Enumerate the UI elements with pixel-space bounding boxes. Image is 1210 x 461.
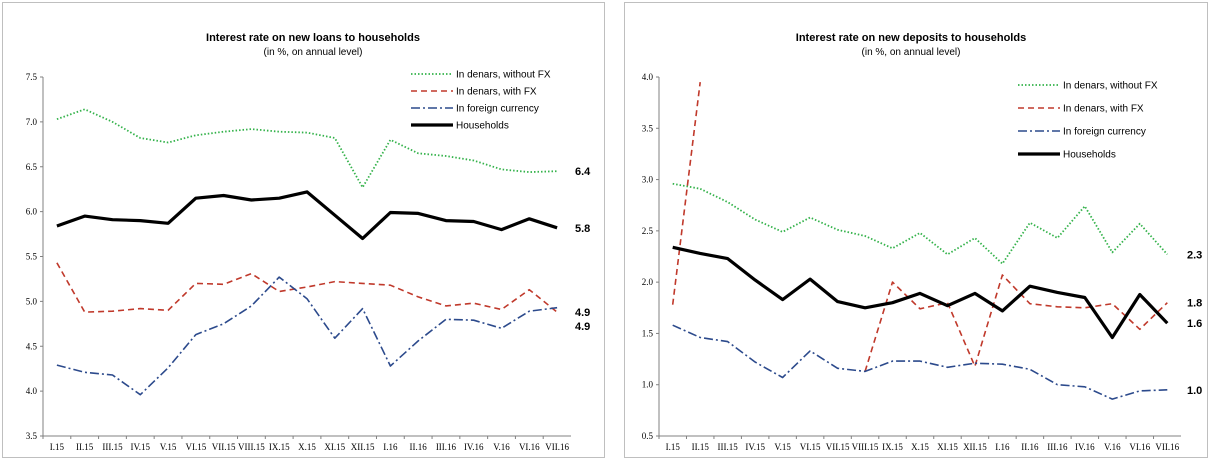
- x-tick-label: XII.15: [351, 442, 375, 452]
- x-tick-label: XI.15: [324, 442, 345, 452]
- chart-title: Interest rate on new loans to households: [206, 32, 420, 44]
- series-line-3: [672, 245, 1169, 340]
- x-tick-label: V.16: [493, 442, 510, 452]
- deposits-chart: Interest rate on new deposits to househo…: [642, 32, 1203, 452]
- chart-subtitle: (in %, on annual level): [862, 47, 961, 58]
- series-line-2: [672, 324, 1168, 400]
- x-tick-label: I.16: [383, 442, 398, 452]
- legend-label: In denars, without FX: [1063, 81, 1158, 92]
- series-line-2: [56, 276, 558, 396]
- y-tick-label: 5.5: [26, 252, 38, 262]
- x-tick-label: VII.16: [1155, 442, 1179, 452]
- end-value-label: 1.6: [1187, 318, 1202, 330]
- y-tick-label: 3.0: [642, 175, 654, 185]
- legend-label: In foreign currency: [456, 104, 539, 115]
- x-tick-label: X.15: [911, 442, 929, 452]
- x-tick-label: VII.15: [212, 442, 236, 452]
- y-tick-label: 7.0: [26, 117, 38, 127]
- x-tick-label: II.16: [1021, 442, 1039, 452]
- legend-label: Households: [1063, 150, 1116, 161]
- x-tick-label: III.16: [1047, 442, 1068, 452]
- x-tick-label: XI.15: [937, 442, 958, 452]
- end-value-label: 4.9: [575, 307, 590, 319]
- y-tick-label: 7.5: [26, 72, 38, 82]
- x-tick-label: VI.15: [185, 442, 206, 452]
- x-tick-label: VI.15: [800, 442, 821, 452]
- x-tick-label: I.16: [995, 442, 1010, 452]
- x-tick-label: III.16: [436, 442, 457, 452]
- x-tick-label: IV.15: [745, 442, 765, 452]
- x-tick-label: I.15: [666, 442, 681, 452]
- x-tick-label: IV.15: [130, 442, 150, 452]
- y-tick-label: 0.5: [642, 431, 654, 441]
- x-tick-label: V.16: [1104, 442, 1121, 452]
- x-tick-label: V.15: [774, 442, 791, 452]
- y-tick-label: 5.0: [26, 296, 38, 306]
- loans-chart-panel: Interest rate on new loans to households…: [2, 2, 605, 458]
- end-value-label: 1.0: [1187, 385, 1202, 397]
- y-tick-label: 2.0: [642, 277, 654, 287]
- end-value-label: 1.8: [1187, 298, 1202, 310]
- x-tick-label: V.15: [160, 442, 177, 452]
- x-tick-label: X.15: [298, 442, 316, 452]
- x-tick-label: VII.15: [826, 442, 850, 452]
- x-tick-label: IX.15: [882, 442, 903, 452]
- end-value-label: 4.9: [575, 321, 590, 333]
- end-value-label: 6.4: [575, 166, 591, 178]
- y-tick-label: 6.0: [26, 207, 38, 217]
- y-tick-label: 4.5: [26, 341, 38, 351]
- x-tick-label: VI.16: [519, 442, 540, 452]
- series-line-0: [56, 108, 558, 189]
- y-tick-label: 1.0: [642, 380, 654, 390]
- legend-label: In denars, without FX: [456, 70, 551, 81]
- series-line-3: [56, 190, 558, 241]
- x-tick-label: VIII.15: [852, 442, 879, 452]
- deposits-chart-panel: Interest rate on new deposits to househo…: [624, 2, 1208, 458]
- y-tick-label: 4.0: [26, 386, 38, 396]
- end-value-label: 2.3: [1187, 249, 1202, 261]
- series-line-0: [672, 182, 1168, 265]
- chart-subtitle: (in %, on annual level): [264, 47, 363, 58]
- series-line-1: [56, 262, 558, 313]
- y-tick-label: 3.5: [26, 431, 38, 441]
- x-tick-label: II.16: [410, 442, 428, 452]
- legend-label: Households: [456, 121, 509, 132]
- x-tick-label: VI.16: [1129, 442, 1150, 452]
- x-tick-label: II.15: [76, 442, 94, 452]
- loans-chart: Interest rate on new loans to households…: [26, 32, 591, 452]
- x-tick-label: IX.15: [269, 442, 290, 452]
- y-tick-label: 1.5: [642, 328, 654, 338]
- legend-label: In denars, with FX: [456, 87, 537, 98]
- x-tick-label: I.15: [50, 442, 65, 452]
- legend-label: In foreign currency: [1063, 127, 1146, 138]
- x-tick-label: II.15: [692, 442, 710, 452]
- x-tick-label: VIII.15: [238, 442, 265, 452]
- y-tick-label: 3.5: [642, 123, 654, 133]
- series-line-1: [671, 82, 1168, 372]
- x-tick-label: III.15: [718, 442, 739, 452]
- x-tick-label: XII.15: [963, 442, 987, 452]
- y-tick-label: 6.5: [26, 162, 38, 172]
- end-value-label: 5.8: [575, 223, 590, 235]
- x-tick-label: III.15: [102, 442, 123, 452]
- x-tick-label: IV.16: [464, 442, 484, 452]
- chart-title: Interest rate on new deposits to househo…: [796, 32, 1026, 44]
- y-tick-label: 4.0: [642, 72, 654, 82]
- legend-label: In denars, with FX: [1063, 104, 1144, 115]
- x-tick-label: IV.16: [1075, 442, 1095, 452]
- x-tick-label: VII.16: [545, 442, 569, 452]
- y-tick-label: 2.5: [642, 226, 654, 236]
